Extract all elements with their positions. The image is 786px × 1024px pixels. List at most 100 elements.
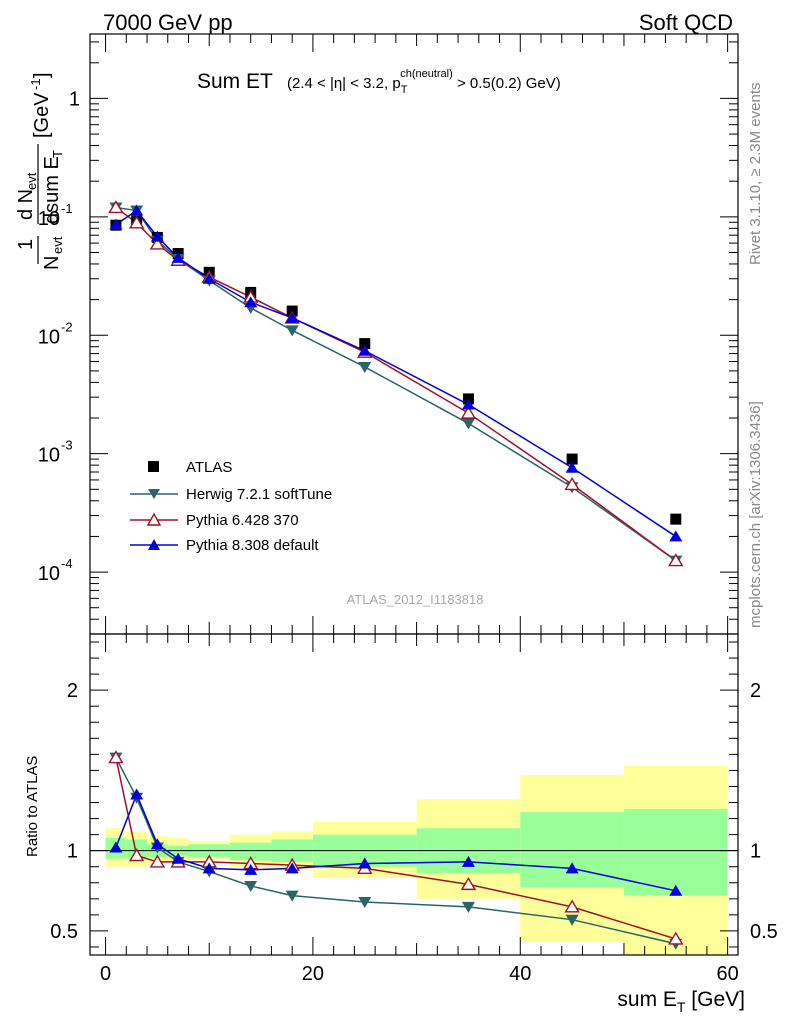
energy-label: 7000 GeV pp: [103, 10, 233, 35]
chart-title: Sum ET: [197, 70, 273, 93]
main-x-ticks: [105, 34, 729, 634]
svg-text:-1: -1: [28, 78, 43, 90]
ratio-band-stat: [520, 812, 624, 888]
main-point-pythia-8-308-default: [244, 296, 258, 308]
svg-text:d N: d N: [15, 189, 37, 220]
main-point-pythia-8-308-default: [202, 272, 216, 284]
ratio-point-pythia-6-428-370: [108, 750, 124, 764]
legend-label-atlas: ATLAS: [186, 459, 232, 476]
ratio-point-pythia-8-308-default: [358, 857, 372, 869]
ratio-y-tick-label-right: 1: [750, 841, 761, 863]
x-tick-label: 40: [509, 963, 531, 985]
main-point-pythia-8-308-default: [130, 204, 144, 216]
ratio-y-axis-title: Ratio to ATLAS: [24, 756, 41, 857]
ratio-uncertainty-bands: [105, 765, 728, 955]
ratio-point-pythia-8-308-default: [109, 841, 123, 853]
ratio-band-stat: [229, 842, 272, 861]
rivet-version-label: Rivet 3.1.10, ≥ 2.3M events: [747, 83, 764, 266]
ratio-point-herwig-7-2-1-softtune: [244, 880, 258, 892]
legend-label-herwig: Herwig 7.2.1 softTune: [186, 486, 332, 503]
ratio-point-pythia-8-308-default: [285, 862, 299, 874]
main-point-pythia-8-308-default: [150, 230, 164, 242]
main-y-tick-label: 10: [38, 326, 60, 348]
x-tick-label: 60: [717, 963, 739, 985]
source-label: mcplots.cern.ch [arXiv:1306.3436]: [747, 401, 764, 628]
ratio-series-markers: [108, 750, 684, 950]
ratio-point-herwig-7-2-1-softtune: [461, 901, 475, 913]
ratio-point-pythia-8-308-default: [150, 838, 164, 850]
ratio-point-herwig-7-2-1-softtune: [565, 914, 579, 926]
main-point-atlas: [566, 453, 578, 465]
ratio-point-pythia-8-308-default: [565, 862, 579, 874]
main-y-tick-label-exponent: -3: [61, 438, 73, 453]
main-y-tick-label-exponent: -2: [61, 319, 73, 334]
main-point-pythia-8-308-default: [669, 530, 683, 542]
x-tick-label: 0: [100, 963, 111, 985]
ratio-y-tick-label-right: 2: [750, 680, 761, 702]
main-line-herwig-7-2-1-softtune: [115, 206, 677, 562]
legend-marker-pythia8: [148, 539, 160, 550]
legend-label-pythia8: Pythia 8.308 default: [186, 537, 319, 554]
svg-text:evt: evt: [24, 172, 39, 190]
svg-text:T: T: [50, 150, 65, 158]
legend: ATLAS Herwig 7.2.1 softTune Pythia 6.428…: [130, 459, 332, 554]
main-point-pythia-8-308-default: [358, 344, 372, 356]
main-y-tick-label: 1: [69, 88, 80, 110]
main-point-pythia-6-428-370: [128, 215, 145, 229]
ratio-point-pythia-6-428-370: [564, 899, 580, 913]
ratio-point-pythia-8-308-default: [669, 884, 683, 896]
main-y-tick-label: 10: [38, 445, 60, 467]
main-point-herwig-7-2-1-softtune: [461, 418, 475, 430]
ratio-band-stat: [623, 808, 728, 896]
main-point-pythia-8-308-default: [109, 218, 123, 230]
ratio-plot-frame: [89, 633, 739, 956]
ratio-panel: 0.5 0.5 1 1 2 2 0 20 40 60 Ratio to ATLAS sum ET…: [24, 633, 778, 1015]
ratio-point-pythia-6-428-370: [128, 848, 145, 862]
ratio-y-tick-label: 0.5: [50, 921, 78, 943]
x-tick-label: 20: [302, 963, 324, 985]
main-panel: 10 -410 -310 -210 -11 Sum ET (2.4 < |η| < 3.…: [15, 33, 739, 635]
chart-subtitle: (2.4 < |η| < 3.2, pTch(neutral) > 0.5(0.…: [287, 68, 561, 96]
ratio-point-pythia-6-428-370: [668, 931, 684, 945]
main-point-pythia-6-428-370: [460, 405, 477, 419]
main-point-atlas: [670, 513, 682, 525]
main-y-tick-label: 10: [38, 563, 60, 585]
legend-marker-atlas: [148, 461, 159, 472]
process-label: Soft QCD: [639, 10, 733, 35]
ratio-point-pythia-8-308-default: [130, 788, 144, 800]
ratio-point-pythia-6-428-370: [149, 854, 166, 868]
main-point-atlas: [359, 338, 371, 350]
main-point-herwig-7-2-1-softtune: [285, 325, 299, 337]
main-point-pythia-6-428-370: [668, 553, 684, 567]
legend-label-pythia6: Pythia 6.428 370: [186, 512, 299, 529]
main-y-tick-label-exponent: -4: [61, 556, 73, 571]
main-y-tick-label: 10: [38, 208, 60, 230]
main-point-herwig-7-2-1-softtune: [358, 361, 372, 373]
main-y-axis: 10 -410 -310 -210 -11: [38, 41, 738, 635]
ratio-point-pythia-6-428-370: [460, 877, 477, 891]
main-point-pythia-8-308-default: [461, 398, 475, 410]
ratio-y-tick-label-right: 0.5: [750, 921, 778, 943]
ratio-point-herwig-7-2-1-softtune: [285, 890, 299, 902]
ratio-point-pythia-8-308-default: [244, 863, 258, 875]
ratio-y-tick-label: 2: [67, 680, 78, 702]
analysis-id-label: ATLAS_2012_I1183818: [347, 592, 484, 607]
svg-text:]: ]: [31, 72, 53, 78]
svg-text:1: 1: [15, 239, 37, 250]
ratio-point-pythia-8-308-default: [461, 855, 475, 867]
svg-text:dsum E: dsum E: [41, 156, 63, 224]
main-y-tick-label-exponent: -1: [61, 201, 73, 216]
ratio-x-axis: 0 20 40 60: [100, 634, 739, 985]
legend-marker-pythia6: [146, 512, 162, 526]
ratio-point-pythia-8-308-default: [202, 862, 216, 874]
ratio-y-tick-label: 1: [67, 841, 78, 863]
svg-text:evt: evt: [50, 236, 65, 254]
main-point-pythia-8-308-default: [285, 311, 299, 323]
main-point-pythia-6-428-370: [149, 236, 166, 250]
ratio-y-axis: 0.5 0.5 1 1 2 2: [50, 641, 778, 948]
x-axis-title: sum ET [GeV]: [617, 988, 745, 1015]
svg-text:N: N: [41, 256, 63, 270]
main-series-markers: [108, 200, 684, 567]
